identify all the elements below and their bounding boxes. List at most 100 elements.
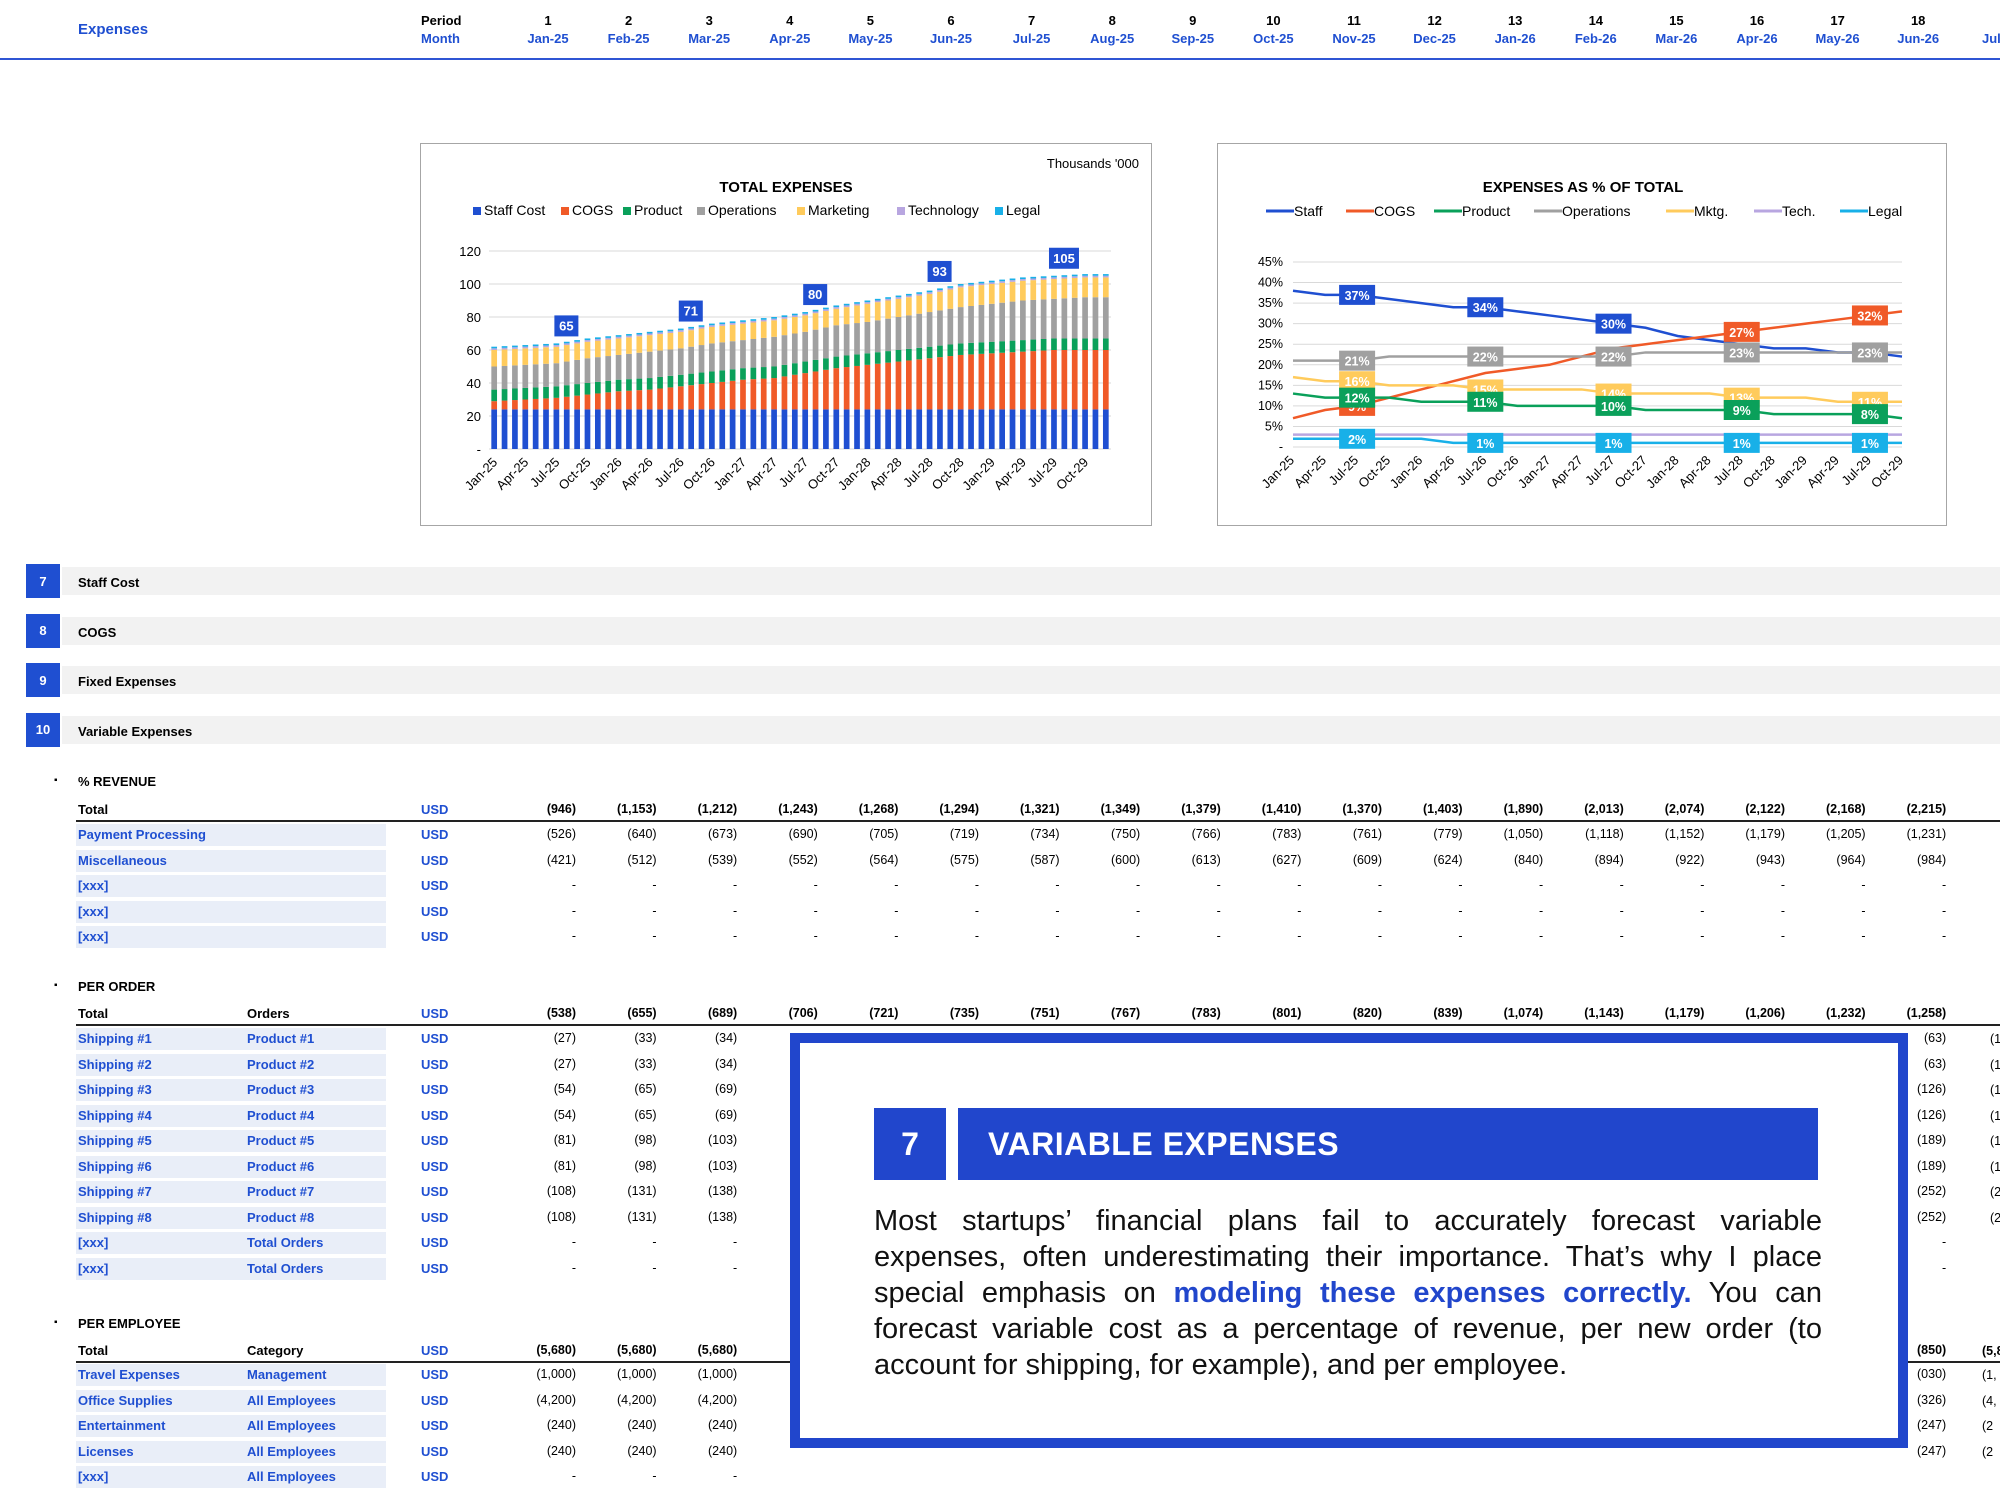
value-cell-tail: - [1942,1235,1947,1249]
value-cell: - [1539,903,1544,918]
bar-segment [750,320,757,323]
row-col2[interactable]: All Employees [247,1418,336,1433]
x-tick-label: Jan-28 [1643,453,1682,492]
bar-segment [688,346,695,374]
row-label[interactable]: [xxx] [78,1469,109,1484]
row-col2[interactable]: Product #6 [247,1158,315,1174]
row-label[interactable]: Entertainment [78,1418,166,1433]
row-col2[interactable]: Product #2 [247,1056,315,1072]
value-cell: - [1861,878,1866,892]
bar-segment [802,315,809,332]
section-label[interactable]: Variable Expenses [78,723,193,739]
bar-segment [957,354,964,410]
bar-segment [781,376,788,410]
bar-segment [916,347,923,360]
total-data-label: 93 [932,264,946,279]
value-cell: (719) [949,827,979,841]
bar-segment [916,292,923,294]
bar-segment [522,364,529,388]
value-cell: (721) [869,1006,899,1020]
bar-segment [760,409,767,449]
section-label[interactable]: COGS [78,624,117,640]
row-label[interactable]: Shipping #3 [78,1082,152,1097]
month-header: Mar-26 [1655,31,1698,46]
value-cell: (2,074) [1664,802,1705,816]
row-col2[interactable]: Product #1 [247,1031,315,1046]
value-cell-tail: (247) [1917,1418,1947,1432]
chart-title: TOTAL EXPENSES [719,179,852,196]
row-label[interactable]: Shipping #1 [78,1031,152,1046]
x-tick-label: Apr-29 [991,455,1029,493]
row-col2[interactable]: All Employees [247,1469,336,1484]
total-expenses-chart: TOTAL EXPENSES Thousands '000 Staff Cost CO… [420,143,1152,526]
row-label[interactable]: Shipping #2 [78,1056,152,1072]
row-col2[interactable]: All Employees [247,1443,336,1459]
row-label[interactable]: Travel Expenses [78,1367,180,1382]
total-rule [76,1024,2000,1026]
row-label[interactable]: Shipping #4 [78,1107,152,1123]
row-col2[interactable]: Management [247,1367,327,1382]
value-cell-cut: (2 [1990,1185,2000,1199]
value-cell: - [571,878,576,892]
row-label[interactable]: Miscellaneous [78,852,167,868]
bar-segment [646,378,653,390]
x-tick-label: Jan-27 [710,455,749,494]
bar-segment [885,351,891,363]
bar-segment [1051,279,1057,299]
row-label[interactable]: Shipping #5 [78,1133,152,1148]
row-label[interactable]: Shipping #8 [78,1209,152,1225]
row-col2[interactable]: Product #8 [247,1209,315,1225]
row-col2[interactable]: Product #4 [247,1107,315,1123]
bar-segment [532,409,539,449]
row-label[interactable]: Shipping #7 [78,1184,152,1199]
bar-segment [574,343,580,360]
row-label[interactable]: Licenses [78,1443,134,1459]
bar-segment [874,409,881,449]
legend-label: Staff [1294,203,1323,219]
bar-segment [843,303,850,306]
x-tick-label: Jan-25 [1258,453,1297,492]
row-col2[interactable]: Product #5 [247,1133,315,1148]
callout-number: 7 [874,1108,946,1180]
period-number: 17 [1830,13,1845,28]
section-label[interactable]: Fixed Expenses [78,674,177,689]
bar-segment [978,285,985,305]
row-label[interactable]: [xxx] [78,1235,109,1250]
row-label[interactable]: [xxx] [78,903,109,919]
value-cell: (34) [714,1056,738,1071]
row-label[interactable]: Shipping #6 [78,1158,152,1174]
row-currency: USD [421,1056,449,1072]
value-cell: (735) [949,1006,979,1020]
bar-segment [677,374,684,387]
value-cell: (690) [788,827,818,841]
row-col2[interactable]: Product #7 [247,1184,315,1199]
row-col2[interactable]: Total Orders [247,1260,324,1276]
bar-segment [905,348,912,361]
row-col2[interactable]: Total Orders [247,1235,324,1250]
bar-segment [740,321,746,324]
bar-segment [1102,275,1109,278]
row-label[interactable]: [xxx] [78,929,109,944]
value-cell: (1,258) [1906,1006,1947,1020]
value-cell: - [974,929,979,943]
row-col2[interactable]: Product #3 [247,1082,315,1097]
row-label[interactable]: [xxx] [78,878,109,893]
bar-segment [1082,297,1088,339]
bar-segment [553,397,560,410]
pct-data-label-bg [1723,342,1760,363]
bar-segment [563,341,570,344]
section-label[interactable]: Staff Cost [78,575,140,590]
value-cell: (552) [788,852,818,867]
value-cell-cut: (1 [1990,1159,2000,1174]
row-label-cell [76,900,386,923]
total-data-label-bg [927,260,952,282]
bar-segment [823,307,829,310]
legend-label: Operations [708,202,776,218]
bar-segment [947,344,954,357]
value-cell-cut: (2 [1982,1444,1994,1459]
row-label[interactable]: [xxx] [78,1260,109,1276]
row-label[interactable]: Payment Processing [78,827,206,842]
row-label[interactable]: Office Supplies [78,1392,173,1408]
value-cell: - [652,1469,657,1483]
row-col2[interactable]: All Employees [247,1392,336,1408]
